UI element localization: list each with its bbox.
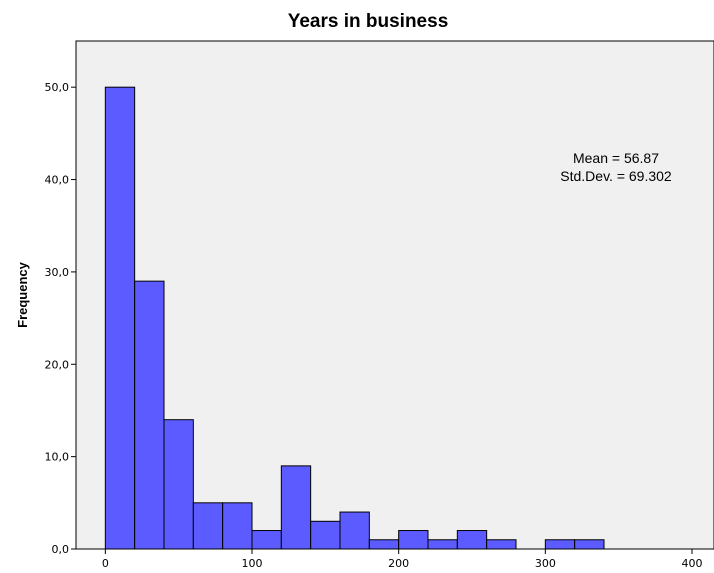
histogram-bar-0 [104,86,136,550]
x-tick-label: 300 [535,557,556,570]
y-axis-label: Frequency [15,261,30,328]
x-tick-label: 100 [242,557,263,570]
histogram-bar-1 [134,280,165,550]
stat-stddev: Std.Dev. = 69.302 [560,168,672,184]
histogram-bar-3 [192,502,224,550]
ticks-group: 0,0 10,0 20,0 30,0 40,0 50,0 0 100 200 300 400 [45,81,703,570]
histogram-bar-11 [427,539,458,550]
y-tick-label: 30,0 [45,266,70,279]
histogram-bar-16 [574,539,605,550]
histogram-bar-9 [368,539,400,550]
histogram-bar-15 [544,539,576,550]
histogram-bar-8 [339,511,370,550]
y-tick-label: 40,0 [45,174,70,187]
chart-title: Years in business [288,11,449,32]
x-tick-label: 200 [388,557,409,570]
histogram-bar-7 [310,520,341,550]
histogram-bar-13 [486,539,517,550]
stat-mean: Mean = 56.87 [573,150,659,166]
y-tick-label: 10,0 [45,451,70,464]
histogram-bar-5 [251,530,282,550]
axes-group [75,41,714,550]
y-tick-label: 50,0 [45,81,70,94]
histogram-bar-12 [456,530,488,550]
x-tick-label: 0 [102,557,109,570]
histogram-bar-6 [280,465,312,550]
histogram-bar-10 [398,530,429,550]
y-tick-label: 20,0 [45,358,70,371]
histogram-bar-2 [163,419,194,550]
x-tick-label: 400 [682,557,703,570]
histogram-bar-4 [222,502,253,550]
y-tick-label: 0,0 [52,543,70,556]
